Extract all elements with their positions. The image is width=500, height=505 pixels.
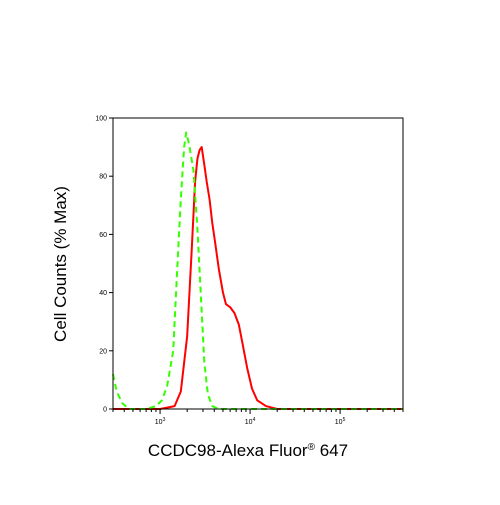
series-line-0 bbox=[113, 146, 403, 410]
y-tick-label: 40 bbox=[99, 290, 107, 297]
series-layer bbox=[112, 131, 403, 410]
y-axis-title: Cell Counts (% Max) bbox=[51, 186, 70, 342]
x-tick-label: 105 bbox=[335, 417, 346, 426]
y-axis: 0 20 40 60 80 100 bbox=[95, 116, 113, 414]
series-line-1 bbox=[112, 131, 403, 410]
y-tick-label: 80 bbox=[99, 174, 107, 181]
x-axis: 103 104 105 bbox=[112, 409, 404, 426]
y-tick-label: 60 bbox=[99, 232, 107, 239]
x-axis-title-text: CCDC98-Alexa Fluor bbox=[148, 441, 308, 460]
x-tick-label: 104 bbox=[245, 417, 256, 426]
x-axis-title-registered-mark: ® bbox=[308, 442, 316, 453]
y-tick-label: 100 bbox=[95, 116, 107, 123]
x-tick-label: 103 bbox=[155, 417, 166, 426]
y-tick-label: 20 bbox=[99, 348, 107, 355]
x-axis-title: CCDC98-Alexa Fluor® 647 bbox=[148, 441, 348, 460]
x-axis-title-suffix: 647 bbox=[315, 441, 348, 460]
plot-frame bbox=[112, 117, 404, 410]
y-tick-label: 0 bbox=[103, 407, 107, 414]
